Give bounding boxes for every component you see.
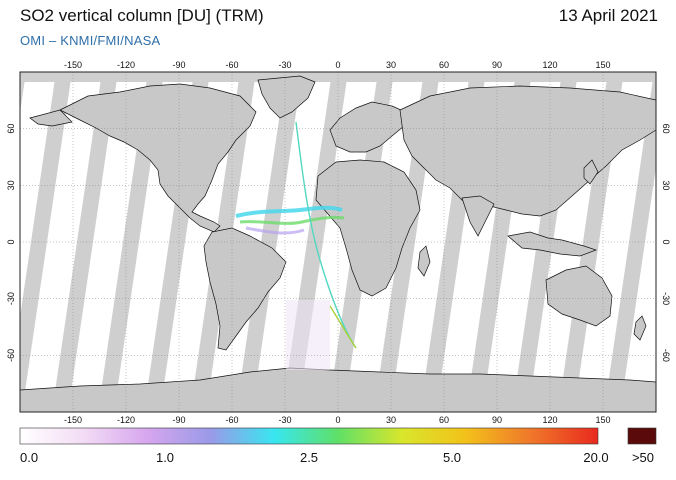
latitude-tick-left: 0 xyxy=(6,239,16,244)
no-data-swath xyxy=(20,72,26,113)
so2-orbit-track xyxy=(295,121,357,349)
longitude-tick-top: 30 xyxy=(386,60,396,70)
longitude-tick-bottom: 0 xyxy=(335,415,340,425)
asia xyxy=(399,85,656,217)
so2-orbit-track-south xyxy=(329,305,357,349)
latitude-tick-right: -60 xyxy=(661,349,671,362)
colorbar-label-4: 20.0 xyxy=(583,450,609,465)
longitude-tick-top: -150 xyxy=(64,60,82,70)
colorbar-label-0: 0.0 xyxy=(20,450,39,465)
colorbar-label-1: 1.0 xyxy=(155,450,175,465)
longitude-tick-top: 0 xyxy=(335,60,340,70)
map-date: 13 April 2021 xyxy=(558,6,658,25)
lat-lon-grid xyxy=(20,72,656,412)
australia xyxy=(545,265,613,327)
longitude-tick-bottom: 90 xyxy=(492,415,502,425)
india xyxy=(461,195,495,237)
so2-plume-band-atlantic xyxy=(235,205,343,218)
longitude-tick-top: 150 xyxy=(595,60,610,70)
latitude-tick-right: -30 xyxy=(661,292,671,305)
longitude-tick-bottom: -30 xyxy=(278,415,291,425)
colorbar-overflow-box xyxy=(627,427,657,445)
map-frame xyxy=(19,71,657,413)
longitude-tick-top: -90 xyxy=(172,60,185,70)
latitude-tick-left: 60 xyxy=(6,124,16,134)
longitude-tick-top: -120 xyxy=(117,60,135,70)
map-frame-content xyxy=(20,72,656,412)
japan xyxy=(583,159,599,185)
latitude-tick-left: 30 xyxy=(6,180,16,190)
longitude-tick-top: 90 xyxy=(492,60,502,70)
longitude-tick-top: -60 xyxy=(225,60,238,70)
no-data-polar-cap-north xyxy=(20,72,656,82)
latitude-tick-left: -30 xyxy=(6,292,16,305)
colorbar-label-3: 5.0 xyxy=(442,450,462,465)
map-title: SO2 vertical column [DU] (TRM) xyxy=(20,6,264,25)
longitude-tick-bottom: -150 xyxy=(64,415,82,425)
latitude-tick-right: 0 xyxy=(661,239,671,244)
so2-plume xyxy=(235,121,357,370)
latitude-tick-left: -60 xyxy=(6,349,16,362)
colorbar-label-2: 2.5 xyxy=(299,450,319,465)
no-data-swath xyxy=(52,72,118,412)
longitude-tick-bottom: -90 xyxy=(172,415,185,425)
latitude-tick-right: 30 xyxy=(661,180,671,190)
colorbar-label-overflow: >50 xyxy=(631,450,655,465)
data-credit: OMI – KNMI/FMI/NASA xyxy=(20,33,161,48)
so2-plume-band-atlantic-2 xyxy=(239,215,345,225)
south-america xyxy=(203,227,287,351)
alaska xyxy=(29,109,73,127)
no-data-swath xyxy=(604,72,656,412)
greenland xyxy=(257,75,316,119)
longitude-tick-bottom: -120 xyxy=(117,415,135,425)
longitude-tick-bottom: 120 xyxy=(542,415,557,425)
so2-plume-band-purple xyxy=(245,226,305,235)
no-data-swath xyxy=(20,72,72,412)
longitude-tick-bottom: 30 xyxy=(386,415,396,425)
latitude-tick-right: 60 xyxy=(661,124,671,134)
longitude-tick-bottom: 150 xyxy=(595,415,610,425)
colorbar xyxy=(19,427,599,445)
longitude-tick-top: 60 xyxy=(439,60,449,70)
madagascar xyxy=(417,245,431,277)
longitude-tick-bottom: -60 xyxy=(225,415,238,425)
africa xyxy=(315,159,421,297)
longitude-tick-top: -30 xyxy=(278,60,291,70)
new-zealand xyxy=(633,315,647,341)
southeast-asia-islands xyxy=(507,231,598,257)
longitude-tick-bottom: 60 xyxy=(439,415,449,425)
so2-trace-region xyxy=(286,300,330,370)
axis-tick-labels: -150 -150 -120 -120 -90 -90 -60 -60 -30 -30 0 0 30 30… xyxy=(6,60,671,425)
longitude-tick-top: 120 xyxy=(542,60,557,70)
north-america xyxy=(59,83,257,233)
